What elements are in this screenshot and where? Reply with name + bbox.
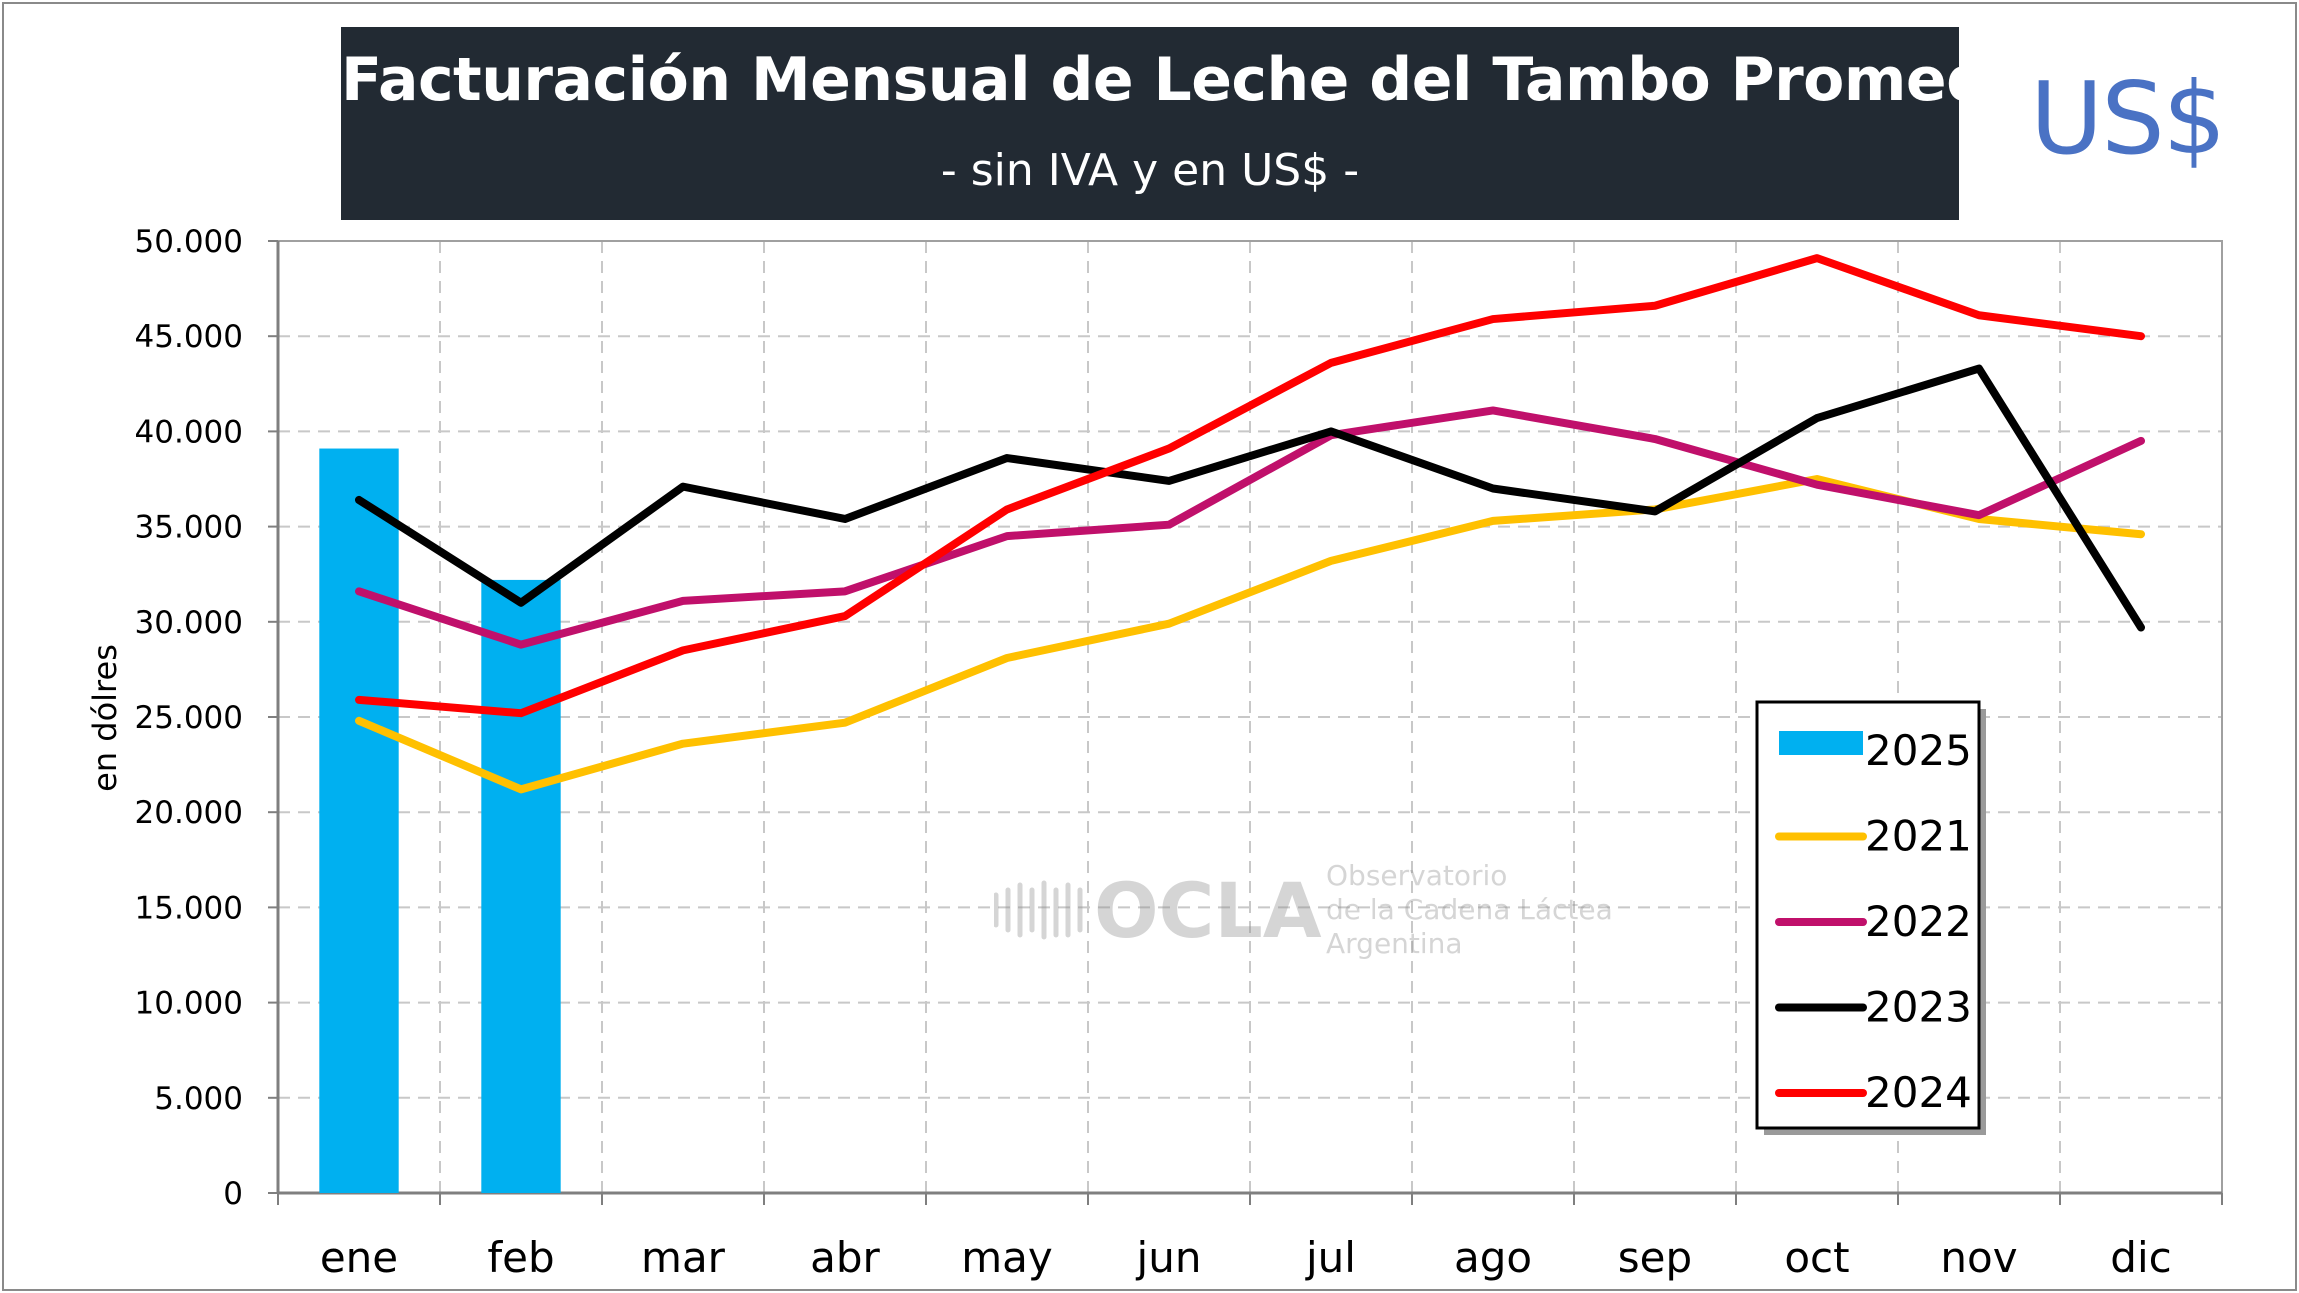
bar-2025-feb xyxy=(481,579,561,1193)
line-series-2023 xyxy=(355,364,2145,632)
x-tick-label: dic xyxy=(2110,1233,2171,1282)
x-tick-label: ago xyxy=(1454,1233,1532,1282)
watermark-line3: Argentina xyxy=(1326,927,1463,960)
ocla-watermark: OCLA Observatorio de la Cadena Láctea Ar… xyxy=(993,855,1614,969)
bar-2025-ene xyxy=(319,448,399,1193)
line-series xyxy=(355,254,2145,794)
y-tick-label: 50.000 xyxy=(135,224,243,260)
y-tick-labels: 0 5.000 10.000 15.000 20.000 25.000 30.000 35.0… xyxy=(135,224,243,1212)
y-tick-label: 5.000 xyxy=(154,1081,243,1117)
y-tick-label: 20.000 xyxy=(135,795,243,831)
x-tick-label: nov xyxy=(1940,1233,2017,1282)
y-tick-label: 45.000 xyxy=(135,319,243,355)
y-tick-label: 10.000 xyxy=(135,986,243,1022)
x-tick-label: mar xyxy=(641,1233,726,1282)
line-series-2024 xyxy=(355,254,2145,718)
axes xyxy=(268,240,2223,1205)
line-series-2022 xyxy=(355,406,2145,649)
x-tick-label: abr xyxy=(810,1233,880,1282)
legend: 2025 2021 2022 2023 2024 xyxy=(1755,700,1986,1135)
watermark-brand: OCLA xyxy=(1094,866,1322,955)
watermark-line1: Observatorio xyxy=(1326,859,1507,892)
x-tick-label: feb xyxy=(487,1233,554,1282)
y-tick-label: 40.000 xyxy=(135,414,243,450)
chart-subtitle: - sin IVA y en US$ - xyxy=(940,145,1360,196)
legend-label-2021: 2021 xyxy=(1865,812,1972,861)
x-tick-label: may xyxy=(961,1233,1053,1282)
legend-box xyxy=(1755,700,1981,1130)
x-tick-labels: ene feb mar abr may jun jul ago sep oct nov dic xyxy=(320,1233,2172,1282)
currency-badge: US$ xyxy=(2030,60,2226,177)
ocla-logo-icon: OCLA Observatorio de la Cadena Láctea Ar… xyxy=(993,859,1613,960)
bar-series xyxy=(319,448,561,1193)
x-tick-label: jul xyxy=(1305,1233,1356,1282)
legend-label-2022: 2022 xyxy=(1865,897,1972,946)
legend-label-2025: 2025 xyxy=(1865,726,1972,775)
y-axis-label: en dólres xyxy=(86,644,124,792)
x-tick-label: jun xyxy=(1136,1233,1202,1282)
chart-title: Facturación Mensual de Leche del Tambo P… xyxy=(341,45,2050,115)
x-tick-label: sep xyxy=(1618,1233,1692,1282)
line-series-2021 xyxy=(355,475,2145,794)
watermark-line2: de la Cadena Láctea xyxy=(1326,893,1613,926)
legend-label-2024: 2024 xyxy=(1865,1068,1972,1117)
x-tick-label: oct xyxy=(1784,1233,1849,1282)
y-tick-label: 30.000 xyxy=(135,605,243,641)
legend-swatch-2025 xyxy=(1779,731,1863,755)
y-tick-label: 25.000 xyxy=(135,700,243,736)
y-tick-label: 15.000 xyxy=(135,890,243,926)
y-tick-label: 0 xyxy=(223,1176,243,1212)
legend-label-2023: 2023 xyxy=(1865,983,1972,1032)
x-tick-label: ene xyxy=(320,1233,398,1282)
y-tick-label: 35.000 xyxy=(135,510,243,546)
title-banner: Facturación Mensual de Leche del Tambo P… xyxy=(341,27,2050,220)
